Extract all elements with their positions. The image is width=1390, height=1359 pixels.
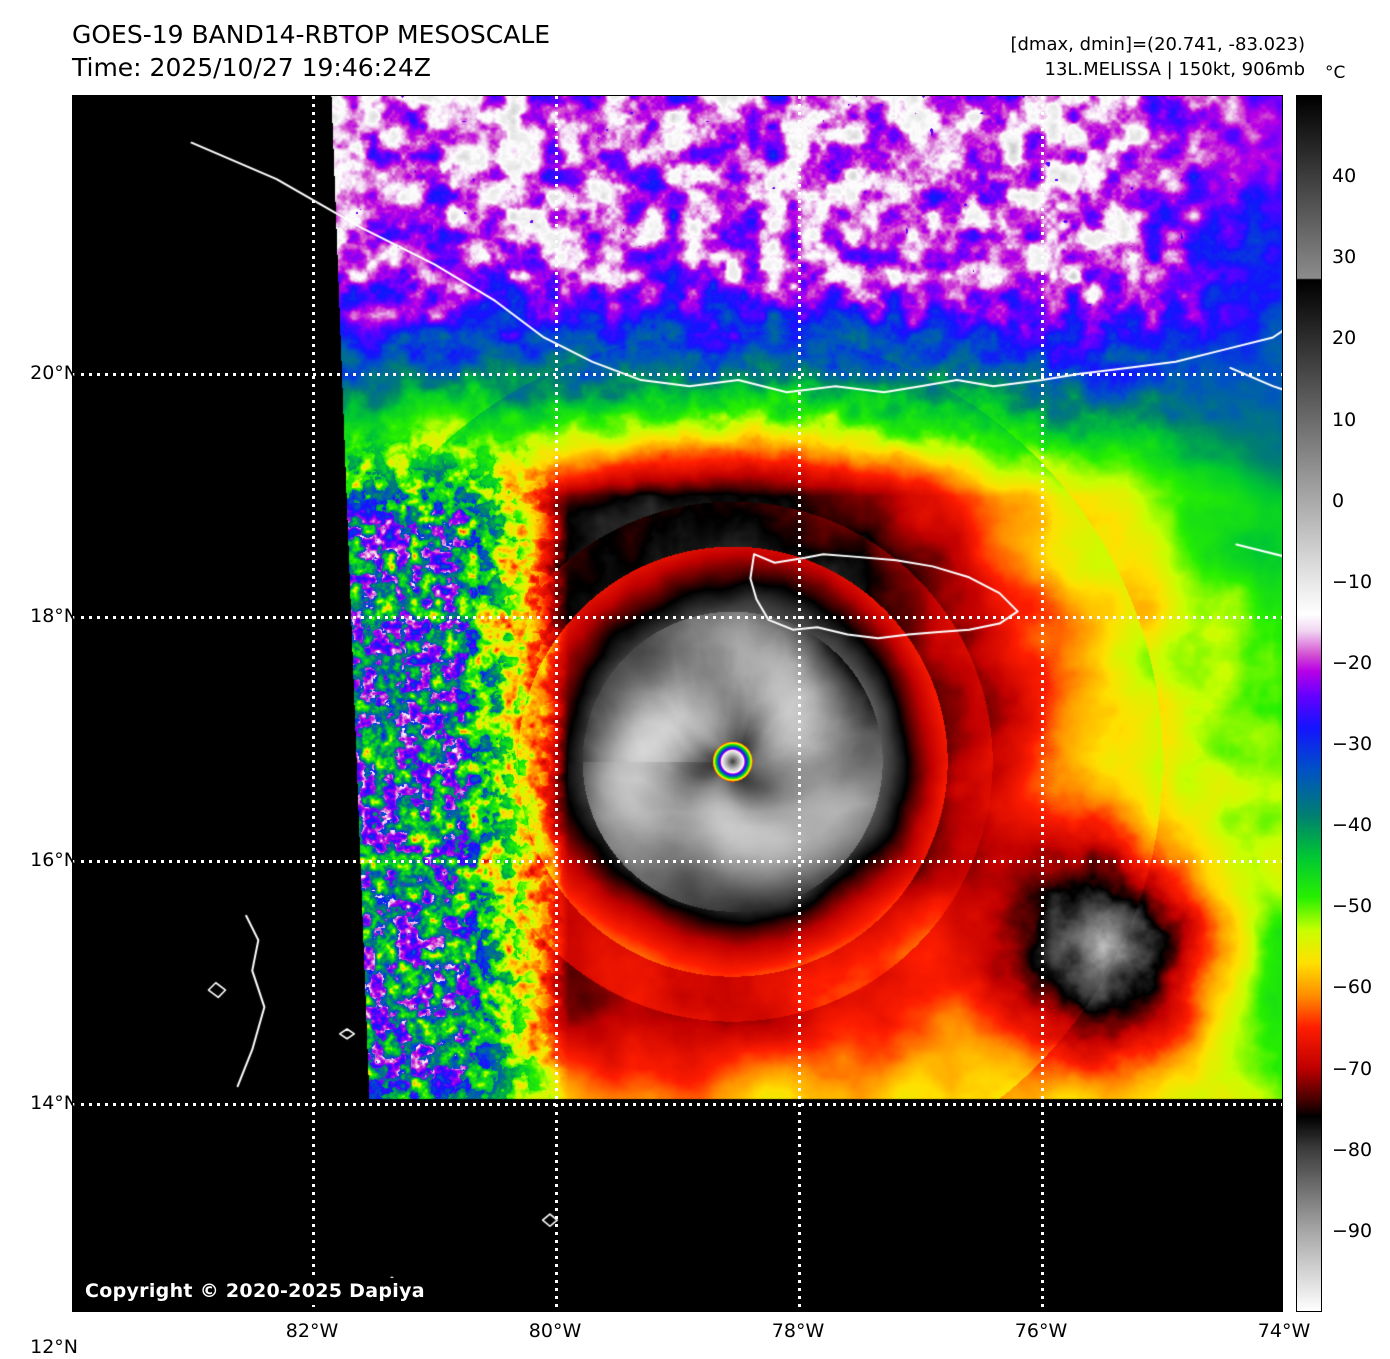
colorbar-tick: −90 [1332, 1219, 1373, 1242]
y-axis-tick: 20°N [30, 362, 78, 384]
colorbar-unit-label: °C [1325, 63, 1346, 83]
colorbar-tick: −10 [1332, 570, 1373, 593]
colorbar-tick: −60 [1332, 976, 1373, 999]
x-axis-tick: 76°W [1014, 1320, 1068, 1342]
timestamp-label: Time: 2025/10/27 19:46:24Z [72, 53, 431, 82]
x-axis-tick: 80°W [528, 1320, 582, 1342]
y-axis-tick: 12°N [30, 1336, 78, 1358]
colorbar-tick: 40 [1332, 165, 1357, 188]
colorbar-tick: −70 [1332, 1057, 1373, 1080]
y-axis-tick: 16°N [30, 849, 78, 871]
colorbar-tick: −30 [1332, 733, 1373, 756]
colorbar-tick: 30 [1332, 246, 1357, 269]
colorbar-tick: 10 [1332, 408, 1357, 431]
colorbar-tick: 20 [1332, 327, 1357, 350]
y-axis-tick: 14°N [30, 1092, 78, 1114]
data-extremes-label: [dmax, dmin]=(20.741, -83.023) [1010, 34, 1305, 55]
x-axis-tick: 82°W [285, 1320, 339, 1342]
x-axis-tick: 74°W [1257, 1320, 1311, 1342]
colorbar-tick: −50 [1332, 895, 1373, 918]
product-title: GOES-19 BAND14-RBTOP MESOSCALE [72, 20, 551, 49]
satellite-image-plot[interactable]: Copyright © 2020-2025 Dapiya [72, 95, 1283, 1312]
x-axis-tick: 78°W [771, 1320, 825, 1342]
colorbar-tick: 0 [1332, 489, 1345, 512]
metadata-block: [dmax, dmin]=(20.741, -83.023) 13L.MELIS… [1010, 32, 1305, 82]
copyright-notice: Copyright © 2020-2025 Dapiya [79, 1278, 431, 1305]
colorbar-tick: −40 [1332, 814, 1373, 837]
colorbar[interactable] [1296, 95, 1322, 1312]
y-axis-tick: 18°N [30, 605, 78, 627]
colorbar-tick: −80 [1332, 1138, 1373, 1161]
satellite-imagery-canvas [73, 96, 1282, 1311]
colorbar-tick: −20 [1332, 651, 1373, 674]
page-title: GOES-19 BAND14-RBTOP MESOSCALE Time: 202… [72, 18, 550, 84]
colorbar-gradient [1297, 96, 1321, 1311]
storm-info-label: 13L.MELISSA | 150kt, 906mb [1044, 59, 1306, 80]
